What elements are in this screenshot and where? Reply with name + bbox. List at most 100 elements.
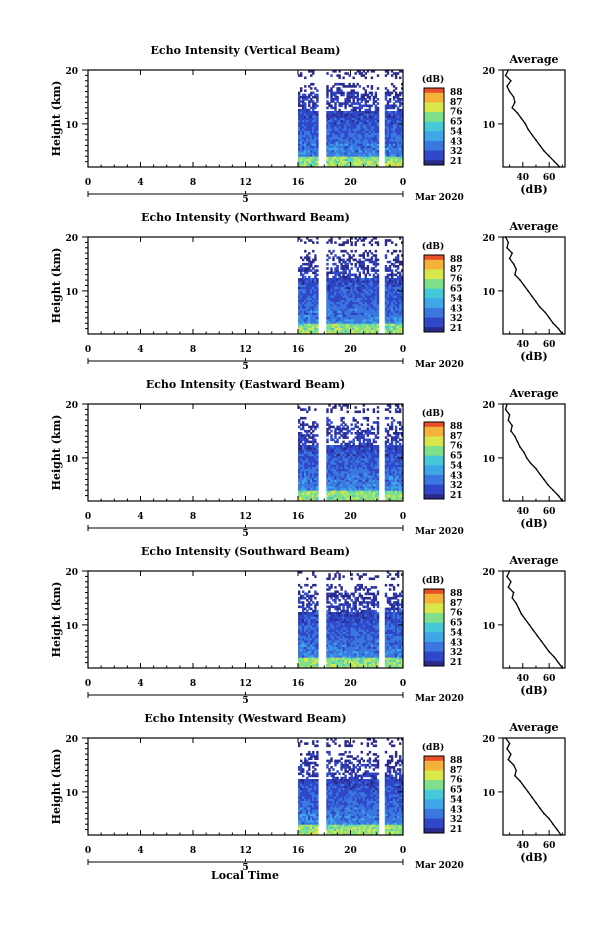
heatmap-cell (366, 288, 370, 292)
heatmap-cell (368, 106, 372, 110)
heatmap-cell (368, 308, 372, 311)
heatmap-cell (334, 284, 337, 287)
heatmap-cell (362, 141, 365, 144)
heatmap-cell (399, 123, 402, 127)
heatmap-cell (302, 475, 305, 478)
heatmap-cell (302, 108, 305, 112)
heatmap-cell (374, 117, 378, 120)
heatmap-cell (300, 299, 303, 303)
heatmap-cell (370, 432, 374, 435)
heatmap-cell (354, 308, 357, 311)
heatmap-cell (388, 312, 392, 315)
heatmap-cell (326, 282, 329, 285)
heatmap-cell (392, 290, 396, 294)
heatmap-cell (366, 460, 370, 463)
heatmap-cell (326, 297, 329, 300)
heatmap-cell (338, 284, 341, 287)
heatmap-cell (399, 303, 402, 307)
heatmap-cell (326, 477, 329, 480)
heatmap-cell (396, 306, 400, 309)
heatmap-cell (394, 299, 398, 303)
heatmap-cell (308, 158, 311, 161)
heatmap-cell (366, 164, 370, 168)
heatmap-cell (362, 239, 365, 242)
heatmap-cell (348, 453, 351, 457)
heatmap-cell (326, 321, 329, 324)
heatmap-cell (388, 145, 392, 148)
heatmap-cell (312, 468, 315, 472)
heatmap-cell (388, 113, 392, 116)
heatmap-cell (312, 160, 315, 164)
heatmap-cell (306, 460, 309, 463)
heatmap-cell (328, 470, 331, 474)
heatmap-cell (392, 145, 396, 148)
heatmap-cell (384, 485, 388, 489)
heatmap-cell (328, 447, 331, 450)
heatmap-cell (384, 483, 388, 487)
heatmap-cell (368, 288, 372, 292)
heatmap-cell (302, 154, 305, 157)
heatmap-cell (300, 605, 303, 609)
heatmap-cell (316, 479, 319, 482)
heatmap-cell (376, 321, 380, 324)
heatmap-cell (386, 154, 390, 157)
heatmap-cell (358, 318, 361, 322)
heatmap-cell (310, 485, 313, 489)
heatmap-cell (298, 665, 301, 669)
beam-panel-3: Echo Intensity (Eastward Beam)0 4 8 12 16 20 0… (50, 378, 566, 539)
heatmap-cell (334, 121, 337, 125)
heatmap-cell (354, 498, 357, 502)
heatmap-cell (340, 318, 343, 322)
heatmap-cell (342, 421, 345, 424)
heatmap-cell (360, 72, 363, 75)
heatmap-cell (308, 295, 311, 298)
heatmap-cell (366, 297, 370, 300)
heatmap-cell (298, 661, 301, 665)
heatmap-cell (386, 297, 390, 300)
heatmap-cell (358, 299, 361, 303)
heatmap-cell (328, 288, 331, 292)
heatmap-cell (388, 445, 392, 448)
heatmap-cell (316, 312, 319, 315)
heatmap-cell (364, 301, 367, 305)
heatmap-cell (304, 434, 307, 437)
heatmap-cell (308, 308, 311, 311)
heatmap-cell (390, 310, 394, 313)
heatmap-cell (354, 310, 357, 313)
heatmap-cell (306, 301, 309, 305)
heatmap-cell (368, 445, 372, 448)
heatmap-cell (340, 282, 343, 285)
heatmap-cell (348, 297, 351, 300)
heatmap-cell (396, 436, 400, 439)
heatmap-cell (364, 98, 367, 101)
heatmap-cell (340, 147, 343, 151)
heatmap-cell (312, 316, 315, 320)
heatmap-cell (338, 128, 341, 131)
heatmap-cell (360, 301, 363, 305)
heatmap-cell (386, 457, 390, 461)
heatmap-cell (396, 108, 400, 112)
heatmap-cell (308, 445, 311, 448)
heatmap-cell (342, 290, 345, 294)
heatmap-cell (364, 93, 367, 97)
heatmap-cell (328, 477, 331, 480)
heatmap-cell (354, 490, 357, 493)
heatmap-cell (386, 119, 390, 123)
heatmap-cell (396, 156, 400, 159)
heatmap-cell (298, 331, 301, 335)
heatmap-cell (338, 89, 341, 92)
heatmap-cell (300, 635, 303, 639)
colorbar-segment (424, 484, 444, 490)
heatmap-cell (338, 323, 341, 326)
heatmap-cell (336, 113, 339, 116)
heatmap-cell (326, 419, 329, 422)
heatmap-cell (372, 145, 376, 148)
heatmap-cell (342, 151, 345, 155)
heatmap-cell (364, 297, 367, 300)
heatmap-cell (308, 115, 311, 118)
heatmap-cell (300, 464, 303, 467)
heatmap-cell (396, 141, 400, 144)
heatmap-cell (362, 93, 365, 97)
heatmap-cell (396, 275, 400, 279)
heatmap-cell (372, 494, 376, 498)
